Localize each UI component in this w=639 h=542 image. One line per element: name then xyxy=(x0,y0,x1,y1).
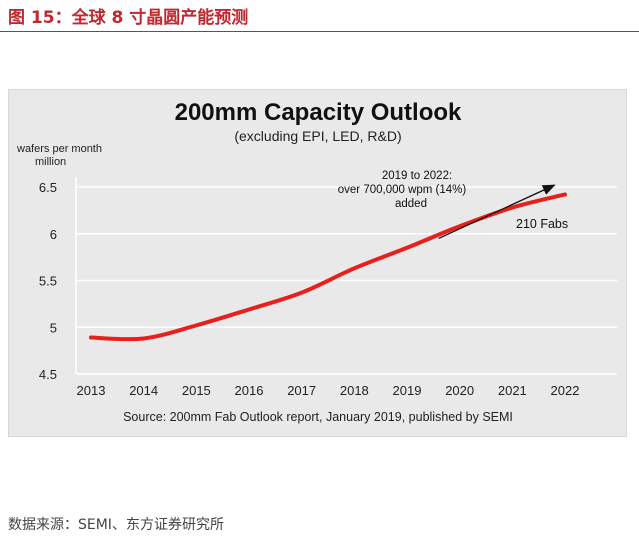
x-tick-label: 2017 xyxy=(287,383,316,398)
y-tick-label: 4.5 xyxy=(39,367,57,382)
y-tick-label: 5.5 xyxy=(39,274,57,289)
chart-subtitle: (excluding EPI, LED, R&D) xyxy=(234,128,401,144)
end-label-210-fabs: 210 Fabs xyxy=(516,217,568,231)
x-tick-label: 2018 xyxy=(340,383,369,398)
arrow-annotation-text: over 700,000 wpm (14%) xyxy=(338,184,467,196)
x-tick-labels: 2013 2014 2015 2016 2017 2018 2019 2020 2021 2022 xyxy=(77,383,580,398)
title-divider xyxy=(0,31,639,32)
y-tick-label: 5 xyxy=(50,320,57,335)
figure-title: 图 15：全球 8 寸晶圆产能预测 xyxy=(8,8,249,28)
y-axis-label-line1: wafers per month xyxy=(16,143,102,155)
source-note: 数据来源：SEMI、东方证券研究所 xyxy=(8,517,224,533)
y-tick-labels: 4.5 5 5.5 6 6.5 xyxy=(39,180,57,382)
x-tick-label: 2014 xyxy=(129,383,158,398)
series-line xyxy=(89,192,567,342)
annotation-layer: 2019 to 2022: over 700,000 wpm (14%) added… xyxy=(338,170,568,240)
chart-svg: 2019 to 2022: over 700,000 wpm (14%) added… xyxy=(16,99,617,424)
x-tick-label: 2021 xyxy=(498,383,527,398)
y-tick-label: 6.5 xyxy=(39,180,57,195)
x-tick-label: 2016 xyxy=(235,383,264,398)
chart-title: 200mm Capacity Outlook xyxy=(175,99,462,126)
y-axis-label-line2: million xyxy=(35,156,66,168)
arrow-annotation-text: 2019 to 2022: xyxy=(382,170,452,182)
chart-panel: 2019 to 2022: over 700,000 wpm (14%) added… xyxy=(8,89,627,437)
x-tick-label: 2015 xyxy=(182,383,211,398)
x-tick-label: 2022 xyxy=(551,383,580,398)
trend-arrow xyxy=(438,184,556,240)
arrow-annotation-text: added xyxy=(395,198,427,210)
x-tick-label: 2013 xyxy=(77,383,106,398)
y-tick-label: 6 xyxy=(50,227,57,242)
x-tick-label: 2019 xyxy=(393,383,422,398)
chart-footnote: Source: 200mm Fab Outlook report, Januar… xyxy=(123,410,513,424)
x-tick-label: 2020 xyxy=(445,383,474,398)
series-layer xyxy=(89,192,567,342)
grid-lines xyxy=(75,177,617,375)
